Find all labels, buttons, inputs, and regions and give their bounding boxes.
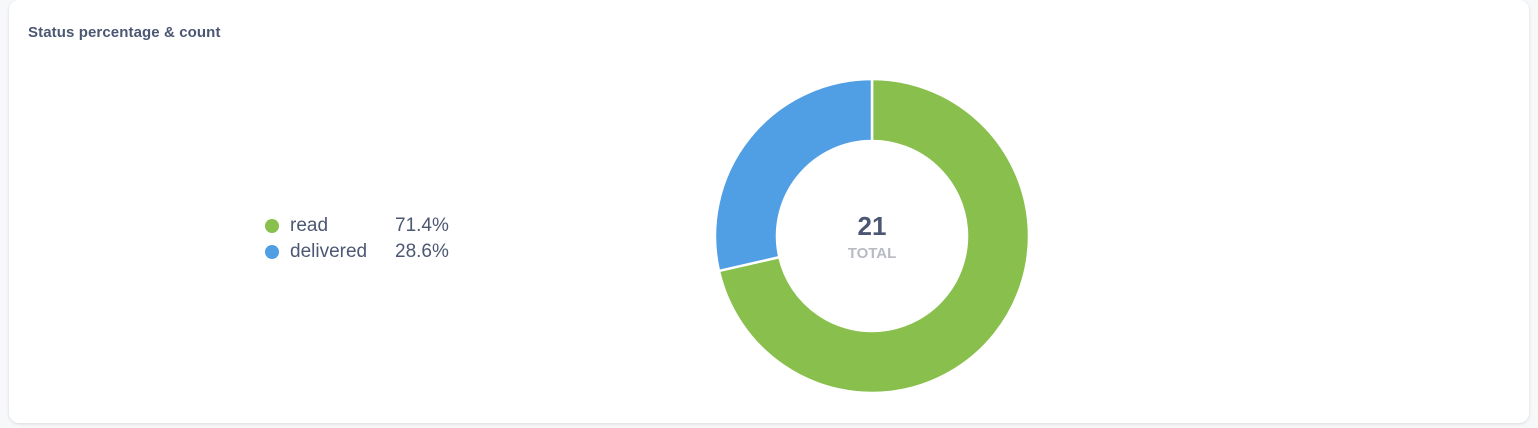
card-title: Status percentage & count bbox=[28, 24, 221, 41]
donut-slice-delivered[interactable] bbox=[713, 77, 874, 273]
legend-swatch-delivered bbox=[265, 245, 279, 259]
total-value: 21 bbox=[858, 211, 887, 241]
legend-percent-read: 71.4% bbox=[395, 215, 449, 236]
legend-item-delivered[interactable]: delivered 28.6% bbox=[265, 239, 449, 265]
legend-item-read[interactable]: read 71.4% bbox=[265, 213, 449, 239]
chart-legend: read 71.4% delivered 28.6% bbox=[265, 213, 449, 265]
legend-swatch-read bbox=[265, 219, 279, 233]
donut-chart: 21 TOTAL bbox=[713, 77, 1031, 395]
total-label: TOTAL bbox=[848, 245, 897, 262]
chart-card: Status percentage & count read 71.4% del… bbox=[9, 0, 1529, 423]
legend-percent-delivered: 28.6% bbox=[395, 241, 449, 262]
donut-slice-read[interactable] bbox=[717, 77, 1031, 395]
legend-label-read: read bbox=[290, 215, 329, 236]
legend-label-delivered: delivered bbox=[290, 241, 368, 262]
